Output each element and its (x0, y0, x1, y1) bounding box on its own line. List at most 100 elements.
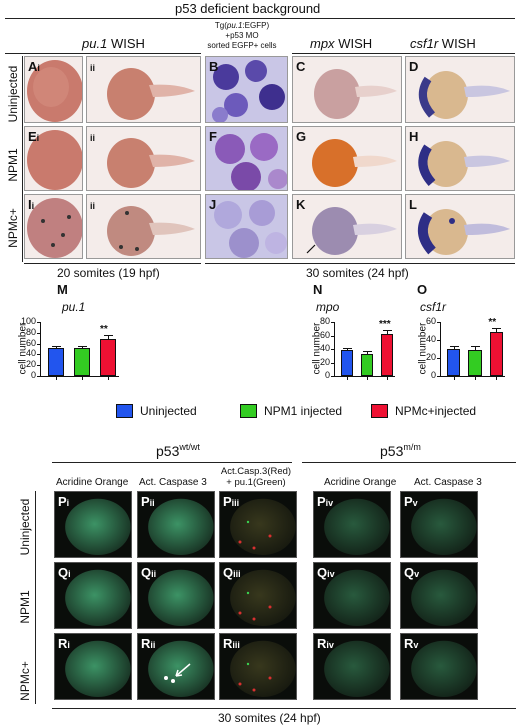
group-wt-sup: wt/wt (179, 442, 200, 452)
sorted-cells-header: Tg(pu.1:EGFP) +p53 MO sorted EGFP+ cells (192, 21, 292, 51)
legend-label-uninjected: Uninjected (140, 404, 197, 418)
pu1-wish-header: pu.1 WISH (82, 36, 145, 51)
panel-Rii: Rii (137, 633, 215, 700)
embryo-image (65, 569, 131, 626)
chart-significance-label: ** (100, 324, 108, 336)
legend-swatch-uninjected (116, 404, 133, 418)
bottom-row-label-uninjected: Uninjected (18, 498, 32, 556)
panel-Aii: ii (86, 56, 201, 123)
embryo-image (107, 138, 195, 188)
legend-label-npm1: NPM1 injected (264, 404, 343, 418)
panel-label-Eii: ii (90, 133, 96, 143)
embryo-image (230, 569, 296, 626)
title-rule (5, 18, 515, 19)
panel-label-Piv: Piv (317, 494, 334, 509)
embryo-image (65, 640, 131, 697)
chart-bar (99, 338, 117, 376)
panel-label-Qi: Qi (58, 565, 71, 580)
panel-label-C: C (296, 59, 306, 74)
chart-error-cap (449, 346, 459, 348)
chart-ytick-label: 20 (319, 356, 330, 367)
sorted-line1-gene: pu.1 (226, 21, 243, 30)
chart-ytick-label: 0 (430, 370, 436, 380)
chart-error-bar (347, 349, 348, 351)
col-header-ao2: Acridine Orange (324, 477, 397, 488)
panel-B: B (205, 56, 288, 123)
group-title-mm: p53m/m (380, 442, 421, 459)
embryo-image (418, 141, 510, 187)
chart-bar (340, 350, 354, 376)
chart-panel-letter: N (313, 282, 323, 297)
chart-ytick-label: 100 (20, 316, 36, 326)
chart-ytick (37, 376, 40, 377)
chart-significance-label: ** (488, 317, 497, 329)
chart-ytick-label: 80 (25, 326, 36, 337)
chart-error-cap (363, 351, 372, 353)
chart-ytick-label: 0 (324, 370, 330, 380)
group-mm-sup: m/m (403, 442, 421, 452)
group-title-wt: p53wt/wt (156, 442, 200, 459)
embryo-image (306, 207, 397, 255)
legend-label-npmc: NPMc+injected (395, 404, 477, 418)
embryo-image (230, 640, 296, 697)
embryo-image (107, 68, 195, 120)
panel-label-Ri: Ri (58, 636, 70, 651)
stage-rule-left (24, 263, 201, 264)
chart-ytick (37, 365, 40, 367)
chart-ytick (437, 376, 440, 377)
panel-label-Riv: Riv (317, 636, 334, 651)
embryo-image (27, 60, 82, 122)
panel-K: K (292, 194, 402, 259)
embryo-image (418, 71, 510, 119)
chart-error-bar (56, 346, 57, 349)
chart-ytick (331, 376, 334, 377)
panel-Pi: Pi (54, 491, 132, 558)
chart-ytick (37, 354, 40, 356)
cell-image (215, 133, 287, 190)
col-header-ao1: Acridine Orange (56, 477, 129, 488)
chart-error-cap (383, 330, 392, 332)
panel-Qi: Qi (54, 562, 132, 629)
embryo-image (230, 498, 296, 555)
panel-label-J: J (209, 197, 217, 212)
col-header-casp2: Act. Caspase 3 (414, 477, 482, 488)
col-header-casp1: Act. Caspase 3 (139, 477, 207, 488)
group-rule-mm (302, 462, 516, 463)
panel-Qiv: Qiv (313, 562, 391, 629)
chart-bar (447, 349, 461, 376)
panel-C: C (292, 56, 402, 123)
embryo-image (417, 209, 510, 255)
legend-swatch-npmc (371, 404, 388, 418)
chart-title: csf1r (420, 300, 447, 314)
embryo-image (148, 569, 214, 626)
panel-Ri: Ri (54, 633, 132, 700)
chart-ytick-label: 40 (25, 348, 36, 359)
bottom-row-label-npm1: NPM1 (18, 590, 32, 624)
embryo-image (324, 498, 390, 555)
merge-line2: + pu.1(Green) (226, 477, 286, 488)
panel-label-H: H (409, 129, 419, 144)
chart-ytick-label: 20 (25, 359, 36, 370)
chart-error-bar (82, 346, 83, 349)
panel-Riv: Riv (313, 633, 391, 700)
chart-plot-area: ** (440, 317, 505, 380)
panel-Qii: Qii (137, 562, 215, 629)
chart-panel-letter: M (57, 282, 68, 297)
chart-plot-area: *** (334, 319, 395, 380)
embryo-image (148, 640, 214, 697)
panel-F: F (205, 126, 288, 191)
sorted-line1-a: Tg( (214, 21, 227, 30)
chart-ytick-label: 60 (25, 337, 36, 348)
panel-Ei: Ei (24, 126, 83, 191)
panel-label-Ei: Ei (28, 129, 40, 144)
embryo-image (27, 130, 82, 190)
chart-xtick (453, 377, 455, 380)
bottom-row-label-npmc: NPMc+ (18, 661, 32, 701)
chart-M: M pu.1 cell number ** 0 20 40 60 80 100 (0, 282, 140, 382)
embryo-image (107, 206, 195, 256)
panel-G: G (292, 126, 402, 191)
panel-Qv: Qv (400, 562, 478, 629)
embryo-image (148, 498, 214, 555)
panel-label-L: L (409, 197, 417, 212)
chart-error-cap (104, 335, 113, 337)
